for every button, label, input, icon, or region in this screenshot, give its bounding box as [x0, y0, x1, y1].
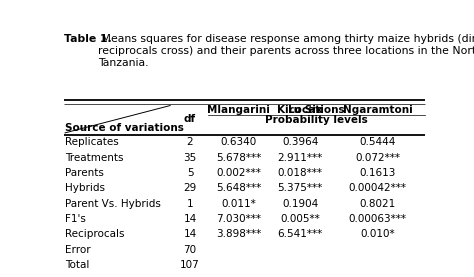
Text: 2: 2: [187, 137, 193, 147]
Text: Total: Total: [65, 260, 90, 270]
Text: 5: 5: [187, 168, 193, 178]
Text: 107: 107: [180, 260, 200, 270]
Text: 1: 1: [187, 199, 193, 209]
Text: Parent Vs. Hybrids: Parent Vs. Hybrids: [65, 199, 161, 209]
Text: 5.678***: 5.678***: [216, 153, 262, 163]
Text: Error: Error: [65, 245, 91, 255]
Text: 29: 29: [183, 183, 197, 193]
Text: 35: 35: [183, 153, 197, 163]
Text: 70: 70: [183, 245, 197, 255]
Text: Means squares for disease response among thirty maize hybrids (direct and
recipr: Means squares for disease response among…: [98, 34, 474, 68]
Text: 0.018***: 0.018***: [278, 168, 323, 178]
Text: 0.002***: 0.002***: [216, 168, 261, 178]
Text: 0.011*: 0.011*: [221, 199, 256, 209]
Text: Ngaramtoni: Ngaramtoni: [343, 105, 413, 115]
Text: 0.005**: 0.005**: [280, 214, 320, 224]
Text: 0.5444: 0.5444: [360, 137, 396, 147]
Text: Hybrids: Hybrids: [65, 183, 106, 193]
Text: F1's: F1's: [65, 214, 86, 224]
Text: Locations: Locations: [288, 105, 345, 115]
Text: Treatments: Treatments: [65, 153, 124, 163]
Text: 6.541***: 6.541***: [278, 229, 323, 239]
Text: 0.1904: 0.1904: [282, 199, 319, 209]
Text: Kiru Six: Kiru Six: [277, 105, 323, 115]
Text: Parents: Parents: [65, 168, 104, 178]
Text: 0.1613: 0.1613: [360, 168, 396, 178]
Text: 0.00042***: 0.00042***: [349, 183, 407, 193]
Text: 14: 14: [183, 229, 197, 239]
Text: 0.010*: 0.010*: [361, 229, 395, 239]
Text: 0.8021: 0.8021: [360, 199, 396, 209]
Text: Source of variations: Source of variations: [65, 123, 184, 133]
Text: 0.6340: 0.6340: [221, 137, 257, 147]
Text: 2.911***: 2.911***: [278, 153, 323, 163]
Text: Probability levels: Probability levels: [265, 115, 368, 125]
Text: 7.030***: 7.030***: [216, 214, 261, 224]
Text: Mlangarini: Mlangarini: [207, 105, 270, 115]
Text: Table 1.: Table 1.: [64, 34, 111, 44]
Text: df: df: [184, 114, 196, 124]
Text: 3.898***: 3.898***: [216, 229, 262, 239]
Text: 5.648***: 5.648***: [216, 183, 262, 193]
Text: 5.375***: 5.375***: [278, 183, 323, 193]
Text: Replicates: Replicates: [65, 137, 119, 147]
Text: Reciprocals: Reciprocals: [65, 229, 125, 239]
Text: 0.00063***: 0.00063***: [349, 214, 407, 224]
Text: 0.072***: 0.072***: [356, 153, 401, 163]
Text: 0.3964: 0.3964: [282, 137, 319, 147]
Text: 14: 14: [183, 214, 197, 224]
